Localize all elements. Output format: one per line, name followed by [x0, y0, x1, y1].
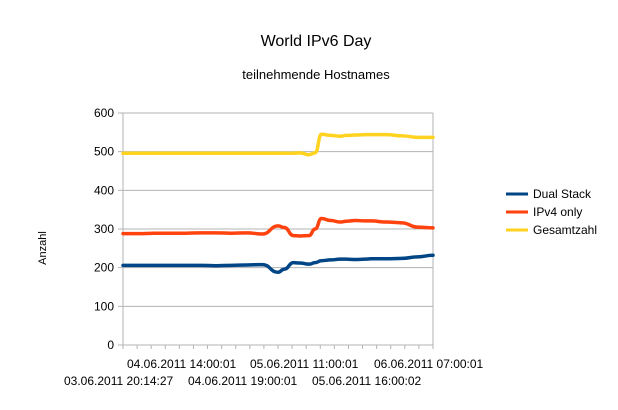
x-tick-time: 14:00:01: [190, 357, 237, 371]
x-tick-label: 04.06.2011 19:00:01: [188, 374, 298, 388]
y-tick-label: 600: [94, 106, 114, 120]
series-lines: [121, 132, 435, 275]
y-tick-label: 400: [94, 183, 114, 197]
series-line-ipv4-only: [121, 216, 435, 238]
x-tick-date: 05.06.2011: [250, 357, 313, 371]
x-tick-time: 07:00:01: [437, 357, 484, 371]
x-tick-label: 03.06.2011 20:14:27: [64, 374, 174, 388]
legend-label: IPv4 only: [533, 205, 582, 219]
x-tick-label: 05.06.2011 16:00:02: [312, 374, 422, 388]
x-tick-date: 04.06.2011: [127, 357, 190, 371]
y-tick-label: 500: [94, 145, 114, 159]
x-tick-date: 04.06.2011: [188, 374, 251, 388]
x-tick-date: 06.06.2011: [374, 357, 437, 371]
y-tick-label: 0: [107, 338, 114, 352]
x-tick-time: 16:00:02: [375, 374, 422, 388]
series-line-dual-stack: [121, 253, 435, 275]
x-tick-label: 04.06.2011 14:00:01: [127, 357, 237, 371]
series-line-gesamtzahl: [121, 132, 435, 157]
y-tick-label: 300: [94, 222, 114, 236]
y-tick-label: 200: [94, 261, 114, 275]
legend-label: Gesamtzahl: [533, 223, 597, 237]
x-tick-label: 06.06.2011 07:00:01: [374, 357, 484, 371]
legend-label: Dual Stack: [533, 187, 592, 201]
legend: Dual Stack IPv4 only Gesamtzahl: [506, 187, 597, 237]
y-axis-label: Anzahl: [37, 231, 49, 265]
chart-title: World IPv6 Day: [261, 33, 372, 50]
x-tick-time: 20:14:27: [127, 374, 174, 388]
x-tick-date: 03.06.2011: [64, 374, 127, 388]
x-tick-date: 05.06.2011: [312, 374, 375, 388]
x-tick-time: 19:00:01: [251, 374, 298, 388]
axes: [122, 113, 434, 349]
grid: [118, 112, 433, 346]
chart-subtitle: teilnehmende Hostnames: [242, 67, 390, 82]
x-tick-label: 05.06.2011 11:00:01: [250, 357, 359, 371]
x-tick-time: 11:00:01: [313, 357, 359, 371]
y-tick-label: 100: [94, 299, 114, 313]
y-tick-labels: 0 100 200 300 400 500 600: [94, 106, 114, 352]
